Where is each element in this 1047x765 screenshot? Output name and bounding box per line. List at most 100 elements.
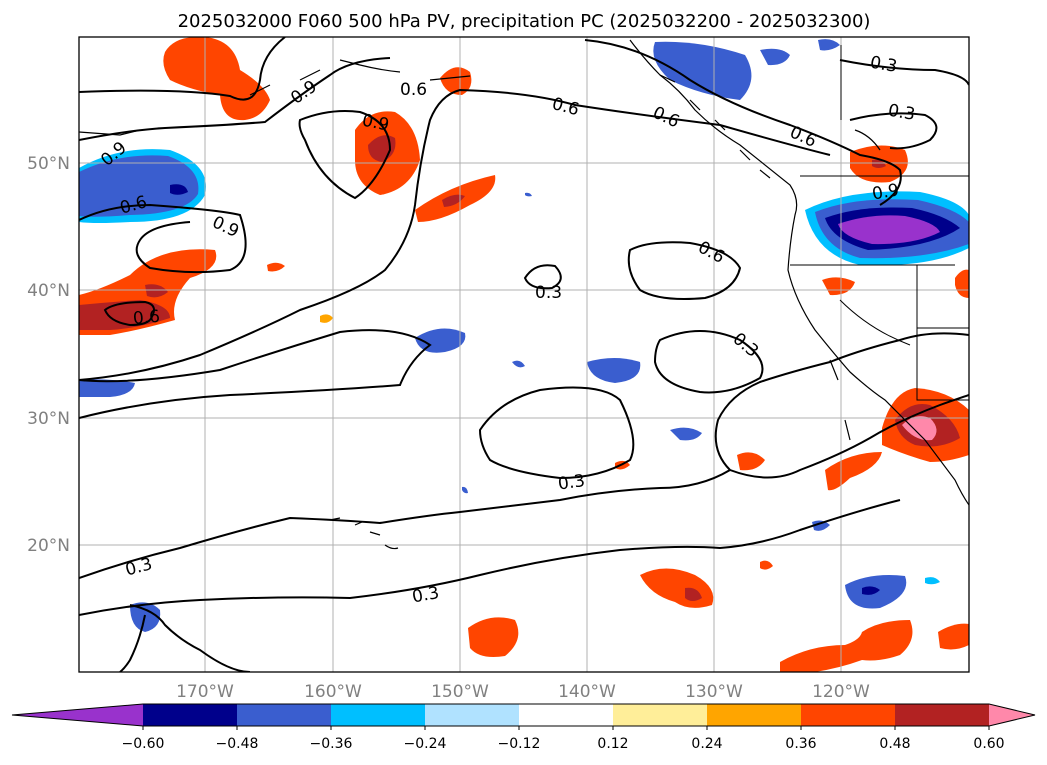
precip-negative-area [653, 41, 752, 100]
colorbar-segment [143, 704, 238, 726]
precip-negative-area [512, 360, 525, 368]
latitude-labels: 50°N 40°N 30°N 20°N [27, 154, 70, 556]
lon-label: 130°W [685, 682, 743, 702]
colorbar-tick-label: −0.36 [310, 736, 353, 752]
precip-positive-area [685, 587, 702, 601]
map-frame [78, 36, 970, 673]
precip-positive-area [440, 67, 472, 95]
precip-positive-area [955, 269, 969, 298]
pv-contour-line [79, 37, 286, 101]
colorbar-segment [331, 704, 426, 726]
pv-contour-line [653, 330, 764, 394]
pv-contour-line [79, 469, 731, 579]
pv-contour-line [478, 386, 635, 480]
colorbar-tick-label: 0.12 [597, 736, 628, 752]
state-borders [790, 45, 969, 401]
precip-negative-area [170, 184, 188, 195]
precip-positive-area [938, 623, 969, 650]
precip-negative-area [587, 358, 641, 383]
precip-positive-area [737, 452, 765, 471]
colorbar-tick-label: −0.12 [498, 736, 541, 752]
colorbar-segment [801, 704, 896, 726]
precip-negative-area [925, 577, 940, 585]
lon-label: 120°W [812, 682, 870, 702]
precip-negative-area [79, 155, 199, 217]
precip-positive-area [267, 262, 285, 272]
pv-contour-line [119, 614, 146, 672]
colorbar-tick-label: 0.60 [973, 736, 1004, 752]
contour-label: 0.3 [535, 283, 562, 303]
contour-label: 0.6 [400, 80, 427, 100]
lon-label: 140°W [558, 682, 616, 702]
colorbar-segment [707, 704, 802, 726]
lon-label: 150°W [431, 682, 489, 702]
pv-contour-line [627, 241, 742, 300]
lat-label: 30°N [27, 409, 70, 429]
lat-label: 50°N [27, 154, 70, 174]
colorbar-under-extension [12, 704, 143, 726]
colorbar-tick-label: 0.24 [691, 736, 722, 752]
pv-contour-line [298, 110, 392, 200]
colorbar-tick-label: 0.48 [879, 736, 910, 752]
contour-label: 0.3 [411, 583, 441, 607]
precip-positive-area [760, 560, 773, 570]
pv-contour-line [129, 604, 251, 672]
precip-negative-area [812, 520, 830, 531]
longitude-labels: 170°W 160°W 150°W 140°W 130°W 120°W [176, 682, 870, 702]
precip-positive-area [468, 617, 519, 657]
precip-negative-area [462, 486, 468, 494]
precip-positive-area [780, 620, 913, 672]
pv-contour-line [584, 39, 902, 206]
lat-label: 40°N [27, 281, 70, 301]
contour-label: 0.3 [557, 471, 587, 495]
lon-label: 170°W [176, 682, 234, 702]
precip-negative-area [670, 427, 702, 441]
pv-contour-line [839, 59, 969, 86]
pv-contour-line [79, 203, 247, 274]
contour-label: 0.3 [886, 101, 916, 125]
colorbar-tick-label: 0.36 [785, 736, 816, 752]
precip-negative-area [79, 379, 135, 397]
pv-contour-line [849, 112, 938, 150]
precip-positive-area [822, 277, 855, 296]
gridlines [79, 37, 969, 672]
precip-positive-area [442, 194, 465, 207]
pv-contour-line [79, 499, 901, 616]
contour-label: 0.6 [132, 307, 161, 329]
figure-title: 2025032000 F060 500 hPa PV, precipitatio… [178, 11, 871, 32]
pv-contours [79, 37, 969, 672]
colorbar-segment [895, 704, 990, 726]
precip-positive-area [145, 284, 168, 298]
colorbar: −0.60 −0.48 −0.36 −0.24 −0.12 0.12 0.24 0.36 0.4… [11, 703, 1036, 752]
colorbar-over-extension [989, 704, 1035, 726]
pv-contour-line [79, 329, 432, 419]
precip-positive-area [825, 452, 882, 491]
precip-positive-area [320, 314, 333, 323]
colorbar-tick-label: −0.60 [122, 736, 165, 752]
precip-positive-area [902, 416, 937, 441]
precip-negative-area [862, 586, 880, 595]
pv-contour-line [523, 264, 562, 290]
pv-contour-line [103, 300, 155, 327]
contour-label: 0.3 [868, 53, 898, 77]
coastlines [79, 39, 969, 550]
contour-label: 0.9 [871, 180, 901, 204]
precip-negative-area [838, 215, 940, 245]
precip-positive-area [872, 159, 886, 168]
colorbar-tick-label: −0.48 [216, 736, 259, 752]
colorbar-segment [519, 704, 614, 726]
colorbar-tick-label: −0.24 [404, 736, 447, 752]
pv-contour-line [79, 57, 391, 141]
pv-contour-line [714, 332, 969, 479]
lon-label: 160°W [304, 682, 362, 702]
pv-contour-line [79, 88, 831, 381]
colorbar-segment [425, 704, 520, 726]
precip-negative-area [818, 39, 840, 51]
precip-negative-area [525, 192, 532, 197]
map-panel: 0.9 0.6 0.9 0.6 0.6 0.6 0.9 0.6 0.3 0.3 … [78, 36, 970, 673]
precip-negative-area [760, 48, 790, 66]
lat-label: 20°N [27, 536, 70, 556]
colorbar-segment [237, 704, 332, 726]
colorbar-segment [613, 704, 708, 726]
